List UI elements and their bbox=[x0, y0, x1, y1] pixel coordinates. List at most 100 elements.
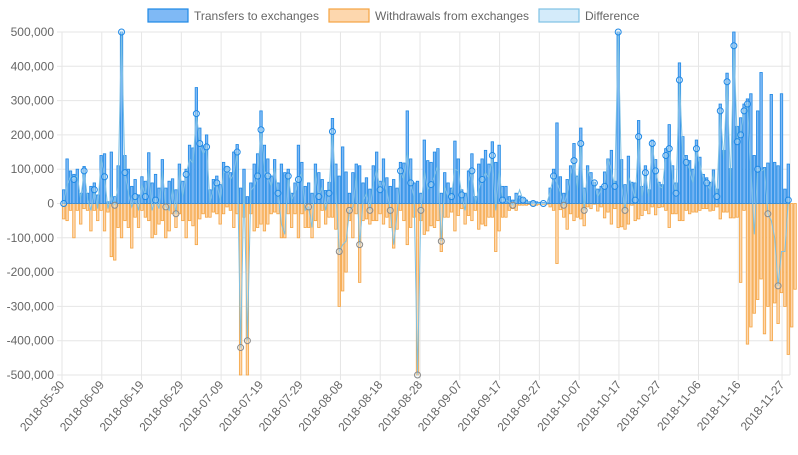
difference-point[interactable] bbox=[111, 201, 119, 209]
withdrawal-bar[interactable] bbox=[266, 203, 270, 225]
transfer-bar[interactable] bbox=[477, 163, 481, 204]
withdrawal-bar[interactable] bbox=[211, 203, 216, 213]
withdrawal-bar[interactable] bbox=[762, 203, 767, 335]
difference-point[interactable] bbox=[243, 337, 251, 345]
difference-point[interactable] bbox=[601, 182, 609, 190]
transfer-bar[interactable] bbox=[232, 151, 236, 204]
transfer-bar[interactable] bbox=[72, 173, 76, 204]
withdrawal-bar[interactable] bbox=[456, 203, 460, 216]
withdrawal-bar[interactable] bbox=[290, 203, 294, 228]
difference-point[interactable] bbox=[386, 206, 394, 214]
withdrawal-bar[interactable] bbox=[585, 203, 590, 208]
transfer-bar[interactable] bbox=[487, 163, 491, 204]
transfer-bar[interactable] bbox=[296, 144, 301, 204]
difference-point[interactable] bbox=[716, 107, 724, 115]
difference-point[interactable] bbox=[662, 151, 670, 159]
withdrawal-bar[interactable] bbox=[776, 203, 780, 324]
transfer-bar[interactable] bbox=[347, 192, 352, 204]
difference-point[interactable] bbox=[682, 158, 690, 166]
transfer-bar[interactable] bbox=[732, 31, 736, 204]
transfer-bar[interactable] bbox=[745, 98, 750, 204]
difference-point[interactable] bbox=[223, 165, 231, 173]
transfer-bar[interactable] bbox=[388, 185, 392, 204]
difference-point[interactable] bbox=[519, 196, 527, 204]
withdrawal-bar[interactable] bbox=[293, 203, 297, 215]
withdrawal-bar[interactable] bbox=[204, 203, 209, 218]
difference-point[interactable] bbox=[580, 206, 588, 214]
difference-point[interactable] bbox=[614, 28, 622, 36]
withdrawal-bar[interactable] bbox=[286, 203, 290, 215]
withdrawal-bar[interactable] bbox=[269, 203, 273, 215]
withdrawal-bar[interactable] bbox=[296, 203, 301, 239]
transfer-bar[interactable] bbox=[375, 151, 379, 204]
transfer-bar[interactable] bbox=[711, 169, 716, 204]
withdrawal-bar[interactable] bbox=[375, 203, 379, 222]
difference-point[interactable] bbox=[652, 167, 660, 175]
withdrawal-bar[interactable] bbox=[208, 203, 212, 218]
withdrawal-bar[interactable] bbox=[674, 203, 678, 215]
transfer-bar[interactable] bbox=[426, 160, 430, 204]
transfer-bar[interactable] bbox=[555, 122, 559, 204]
transfer-bar[interactable] bbox=[776, 165, 780, 204]
withdrawal-bar[interactable] bbox=[742, 203, 746, 211]
withdrawal-bar[interactable] bbox=[473, 203, 477, 211]
transfer-bar[interactable] bbox=[483, 149, 488, 204]
withdrawal-bar[interactable] bbox=[589, 203, 593, 210]
withdrawal-bar[interactable] bbox=[633, 203, 637, 222]
difference-point[interactable] bbox=[203, 143, 211, 151]
withdrawal-bar[interactable] bbox=[783, 203, 787, 307]
withdrawal-bar[interactable] bbox=[749, 203, 753, 328]
transfer-bar[interactable] bbox=[337, 175, 341, 204]
withdrawal-bar[interactable] bbox=[701, 203, 705, 210]
withdrawal-bar[interactable] bbox=[255, 203, 260, 228]
difference-point[interactable] bbox=[672, 189, 680, 197]
withdrawal-bar[interactable] bbox=[647, 203, 651, 215]
withdrawal-bar[interactable] bbox=[232, 203, 236, 228]
withdrawal-bar[interactable] bbox=[609, 203, 614, 225]
withdrawal-bar[interactable] bbox=[147, 203, 151, 222]
difference-point[interactable] bbox=[196, 139, 204, 147]
transfer-bar[interactable] bbox=[589, 172, 593, 204]
withdrawal-bar[interactable] bbox=[446, 203, 450, 218]
transfer-bar[interactable] bbox=[507, 196, 511, 204]
difference-point[interactable] bbox=[570, 157, 578, 165]
transfer-bar[interactable] bbox=[725, 72, 729, 204]
withdrawal-bar[interactable] bbox=[402, 203, 406, 222]
withdrawal-bar[interactable] bbox=[272, 203, 277, 213]
withdrawal-bar[interactable] bbox=[354, 203, 358, 215]
withdrawal-bar[interactable] bbox=[143, 203, 147, 218]
transfer-bar[interactable] bbox=[694, 139, 699, 204]
withdrawal-bar[interactable] bbox=[102, 203, 107, 232]
difference-point[interactable] bbox=[448, 193, 456, 201]
difference-point[interactable] bbox=[264, 172, 272, 180]
withdrawal-bar[interactable] bbox=[551, 203, 556, 211]
transfer-bar[interactable] bbox=[739, 117, 743, 204]
difference-point[interactable] bbox=[294, 175, 302, 183]
withdrawal-bar[interactable] bbox=[739, 203, 743, 283]
withdrawal-bar[interactable] bbox=[432, 203, 437, 228]
withdrawal-bar[interactable] bbox=[636, 203, 641, 220]
difference-point[interactable] bbox=[560, 201, 568, 209]
transfer-bar[interactable] bbox=[324, 190, 328, 204]
withdrawal-bar[interactable] bbox=[68, 203, 73, 211]
transfer-bar[interactable] bbox=[514, 192, 518, 204]
withdrawal-bar[interactable] bbox=[786, 203, 790, 355]
difference-point[interactable] bbox=[529, 200, 537, 207]
difference-point[interactable] bbox=[366, 206, 374, 214]
withdrawal-bar[interactable] bbox=[123, 203, 127, 222]
transfer-bar[interactable] bbox=[201, 145, 205, 204]
difference-point[interactable] bbox=[233, 148, 241, 156]
transfer-bar[interactable] bbox=[68, 170, 73, 204]
withdrawal-bar[interactable] bbox=[429, 203, 433, 227]
withdrawal-bar[interactable] bbox=[82, 203, 86, 210]
difference-point[interactable] bbox=[90, 186, 98, 194]
withdrawal-bar[interactable] bbox=[667, 203, 671, 228]
transfer-bar[interactable] bbox=[238, 187, 243, 204]
difference-point[interactable] bbox=[703, 179, 711, 187]
difference-point[interactable] bbox=[101, 173, 109, 181]
withdrawal-bar[interactable] bbox=[568, 203, 573, 215]
difference-point[interactable] bbox=[737, 131, 745, 139]
legend-item-transfers[interactable]: Transfers to exchanges bbox=[147, 8, 319, 23]
difference-point[interactable] bbox=[257, 126, 265, 134]
withdrawal-bar[interactable] bbox=[602, 203, 607, 219]
